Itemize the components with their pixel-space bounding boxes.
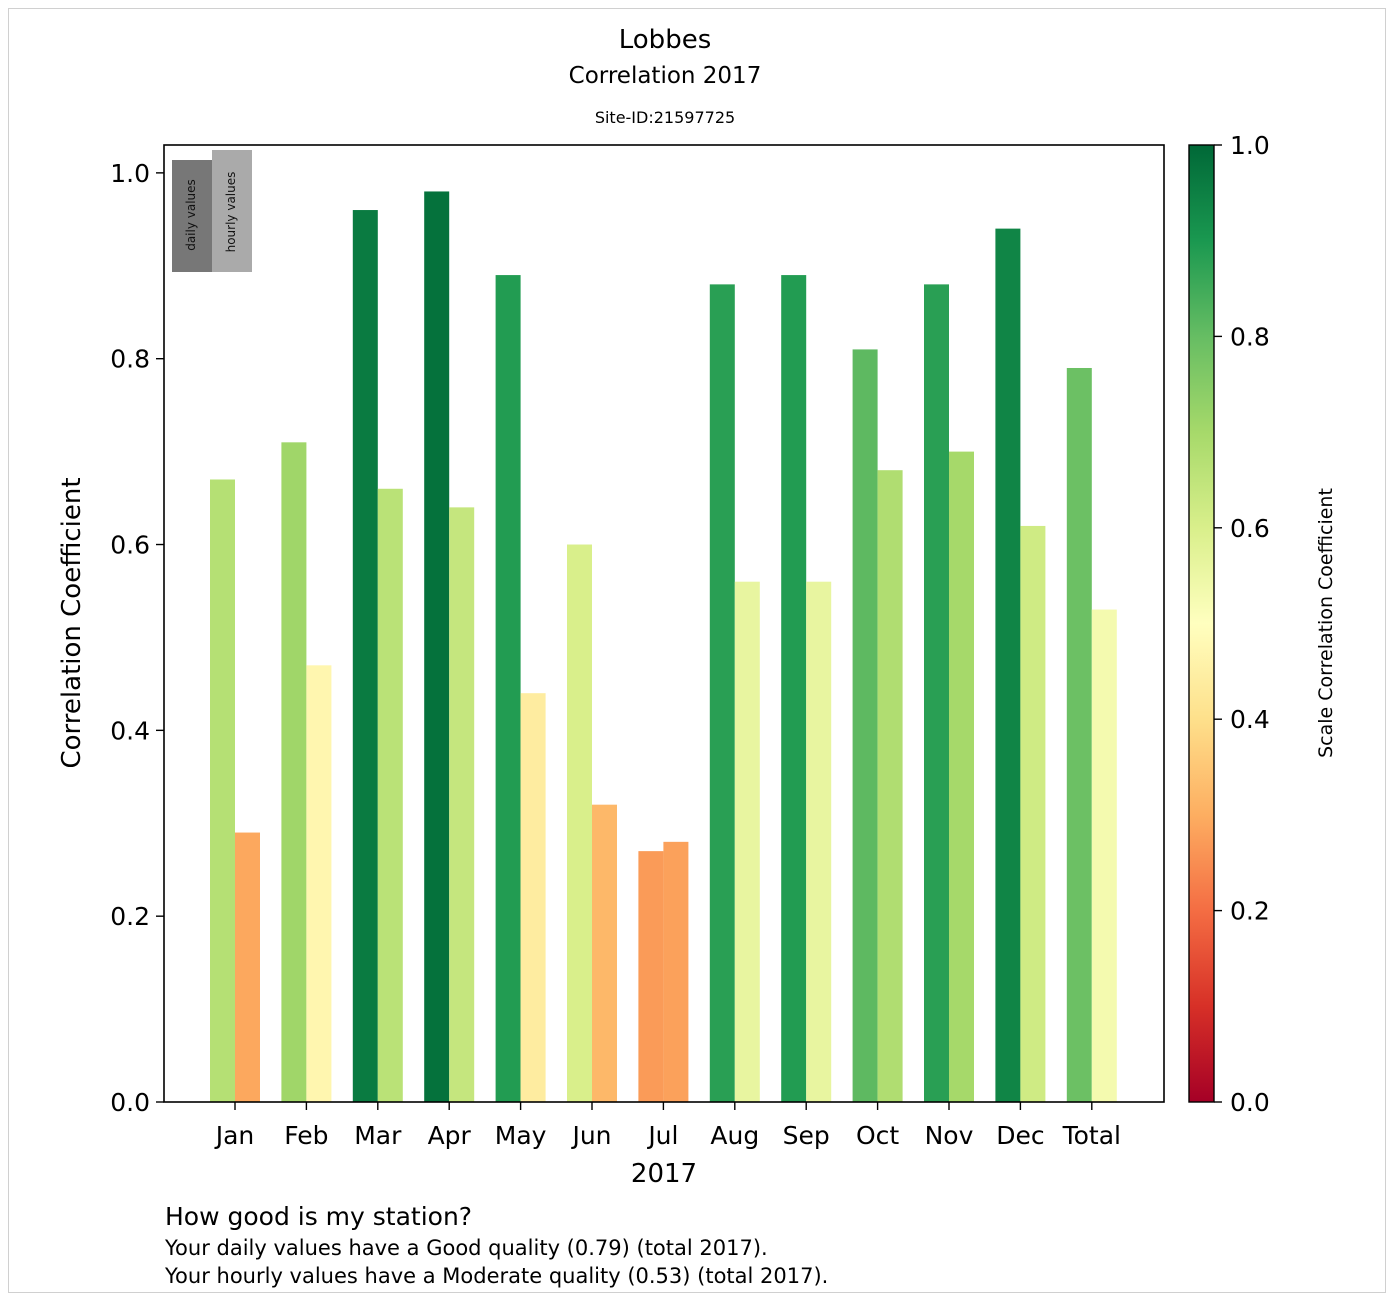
bar-daily-aug xyxy=(709,284,735,1103)
bar-group xyxy=(210,191,1117,1103)
y-tick-label: 0.0 xyxy=(110,1088,150,1117)
daily-quality-text: Your daily values have a Good quality (0… xyxy=(165,1236,768,1260)
colorbar-tick-label: 0.8 xyxy=(1230,322,1270,351)
colorbar-tick-label: 0.4 xyxy=(1230,705,1270,734)
y-axis-label: Correlation Coefficient xyxy=(57,477,87,768)
bar-daily-nov xyxy=(924,284,949,1103)
figure-frame xyxy=(8,8,1386,1293)
bar-daily-mar xyxy=(352,210,378,1103)
legend-label-daily: daily values xyxy=(184,179,198,251)
bar-daily-jul xyxy=(638,851,664,1102)
colorbar-tick-label: 0.2 xyxy=(1230,897,1270,926)
x-axis-label: 2017 xyxy=(631,1159,697,1189)
bar-hourly-feb xyxy=(306,665,332,1102)
bar-hourly-sep xyxy=(806,581,832,1102)
x-tick-label: Dec xyxy=(996,1121,1044,1150)
y-tick-label: 0.8 xyxy=(110,345,150,374)
x-tick-label: Mar xyxy=(354,1121,402,1150)
legend-swatch-daily xyxy=(172,160,212,272)
bar-daily-feb xyxy=(281,442,307,1102)
x-tick-label: Apr xyxy=(428,1121,472,1150)
x-tick-label: Oct xyxy=(856,1121,899,1150)
bar-daily-jun xyxy=(567,544,592,1102)
x-tick-label: Feb xyxy=(284,1121,328,1150)
x-tick-label: Jan xyxy=(214,1121,255,1150)
bar-hourly-oct xyxy=(877,470,903,1102)
hourly-quality-text: Your hourly values have a Moderate quali… xyxy=(165,1264,829,1288)
colorbar xyxy=(1188,144,1215,1103)
x-tick-label: Nov xyxy=(925,1121,974,1150)
x-tick-label: Aug xyxy=(710,1121,759,1150)
bar-daily-sep xyxy=(781,275,807,1103)
x-tick-label: May xyxy=(495,1121,547,1150)
bar-daily-oct xyxy=(852,349,878,1102)
colorbar-tick-label: 0.6 xyxy=(1230,514,1270,543)
quality-question: How good is my station? xyxy=(165,1202,473,1231)
bar-hourly-total xyxy=(1091,609,1117,1102)
legend-label-hourly: hourly values xyxy=(224,172,238,253)
y-tick-label: 0.6 xyxy=(110,531,150,560)
colorbar-label: Scale Correlation Coefficient xyxy=(1315,488,1337,758)
x-tick-label: Total xyxy=(1062,1121,1121,1150)
bar-hourly-jun xyxy=(592,804,617,1102)
bar-daily-dec xyxy=(995,228,1021,1103)
bar-hourly-jul xyxy=(663,841,689,1102)
colorbar-axis: 0.0 0.2 0.4 0.6 0.8 1.0 xyxy=(1214,131,1270,1117)
legend: daily values hourly values xyxy=(172,150,252,272)
chart-title: Lobbes xyxy=(618,25,712,55)
bar-daily-jan xyxy=(210,479,235,1102)
y-axis: 0.0 0.2 0.4 0.6 0.8 1.0 xyxy=(110,159,164,1117)
bar-hourly-aug xyxy=(734,581,760,1102)
colorbar-tick-label: 1.0 xyxy=(1230,131,1270,160)
site-id-label: Site-ID:21597725 xyxy=(594,108,736,127)
y-tick-label: 1.0 xyxy=(110,159,150,188)
x-tick-label: Jul xyxy=(646,1121,678,1150)
bar-hourly-apr xyxy=(449,507,475,1102)
chart-subtitle: Correlation 2017 xyxy=(568,63,762,89)
bar-daily-may xyxy=(495,275,521,1103)
y-tick-label: 0.4 xyxy=(110,716,150,745)
bar-hourly-mar xyxy=(377,488,403,1102)
bar-hourly-dec xyxy=(1020,525,1046,1102)
colorbar-tick-label: 0.0 xyxy=(1230,1088,1270,1117)
bar-hourly-jan xyxy=(235,832,260,1102)
y-tick-label: 0.2 xyxy=(110,902,150,931)
x-tick-label: Sep xyxy=(783,1121,830,1150)
bar-hourly-nov xyxy=(949,451,974,1102)
bar-daily-total xyxy=(1066,367,1092,1102)
x-axis: Jan Feb Mar Apr May Jun Jul Aug Sep Oct Nov Dec Tota… xyxy=(214,1102,1121,1150)
bar-hourly-may xyxy=(520,693,546,1102)
x-tick-label: Jun xyxy=(570,1121,611,1150)
bar-daily-apr xyxy=(424,191,450,1103)
legend-swatch-hourly xyxy=(212,150,252,272)
